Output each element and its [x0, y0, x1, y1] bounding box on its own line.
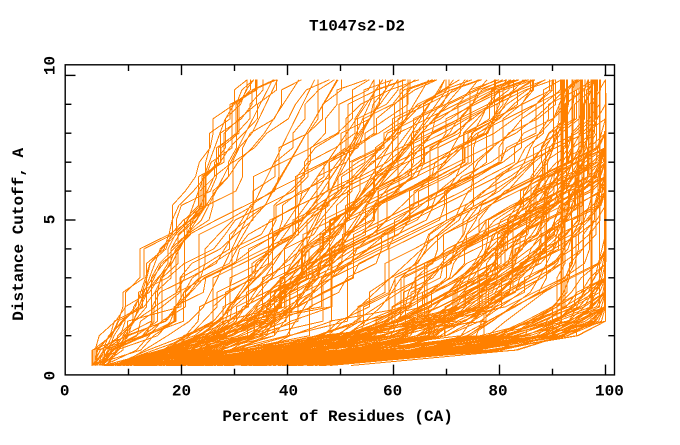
- svg-text:20: 20: [172, 382, 191, 400]
- svg-text:40: 40: [279, 382, 298, 400]
- svg-text:80: 80: [488, 382, 507, 400]
- svg-text:60: 60: [383, 382, 402, 400]
- svg-text:0: 0: [60, 382, 70, 400]
- svg-text:0: 0: [42, 371, 60, 381]
- svg-text:T1047s2-D2: T1047s2-D2: [309, 18, 405, 36]
- svg-text:10: 10: [42, 56, 60, 75]
- svg-text:Distance Cutoff, A: Distance Cutoff, A: [10, 147, 28, 320]
- svg-text:100: 100: [595, 382, 624, 400]
- svg-text:Percent of Residues (CA): Percent of Residues (CA): [222, 408, 452, 426]
- svg-text:5: 5: [42, 215, 60, 225]
